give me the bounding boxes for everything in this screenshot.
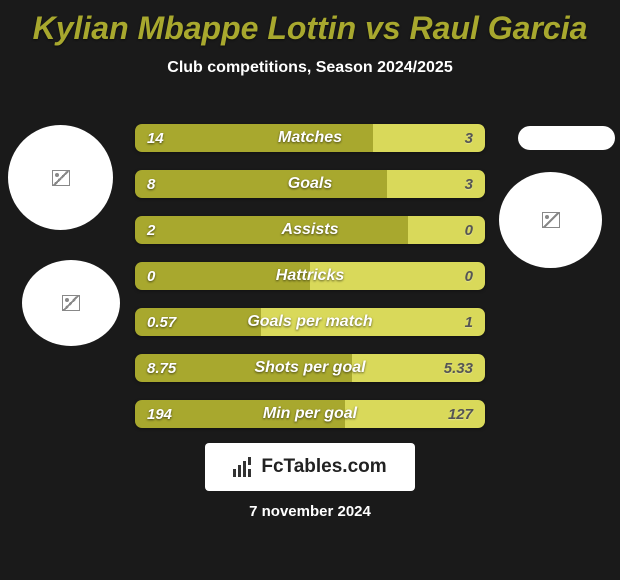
player-portrait-left-2 — [22, 260, 120, 346]
stat-row: 20 Assists — [135, 216, 485, 244]
stat-right-value: 0 — [408, 216, 485, 244]
stat-row: 00Hattricks — [135, 262, 485, 290]
stat-right-value: 5.33 — [352, 354, 485, 382]
stat-row: 143Matches — [135, 124, 485, 152]
stat-label: Goals — [288, 175, 332, 193]
player-portrait-left-1 — [8, 125, 113, 230]
stat-row: 8.755.33Shots per goal — [135, 354, 485, 382]
player-portrait-right-2 — [499, 172, 602, 268]
stat-label: Matches — [278, 129, 342, 147]
stat-right-value: 3 — [373, 124, 485, 152]
image-placeholder-icon — [52, 170, 70, 186]
stat-label: Shots per goal — [254, 359, 365, 377]
player-portrait-right-1 — [518, 126, 615, 150]
stat-row: 194127Min per goal — [135, 400, 485, 428]
image-placeholder-icon — [542, 212, 560, 228]
stat-label: Hattricks — [276, 267, 344, 285]
stats-table: 143Matches83Goals20Assists00Hattricks0.5… — [135, 124, 485, 446]
stat-right-value: 3 — [387, 170, 485, 198]
logo-text: FcTables.com — [261, 456, 386, 478]
footer-date: 7 november 2024 — [249, 503, 371, 520]
branding-logo: FcTables.com — [205, 443, 415, 491]
stat-left-value: 8 — [135, 170, 387, 198]
image-placeholder-icon — [62, 295, 80, 311]
chart-icon — [233, 457, 255, 477]
stat-label: Goals per match — [247, 313, 372, 331]
comparison-subtitle: Club competitions, Season 2024/2025 — [0, 59, 620, 77]
stat-row: 83 Goals — [135, 170, 485, 198]
stat-left-value: 0.57 — [135, 308, 261, 336]
stat-row: 0.571Goals per match — [135, 308, 485, 336]
stat-left-value: 2 — [135, 216, 408, 244]
stat-label: Min per goal — [263, 405, 357, 423]
comparison-title: Kylian Mbappe Lottin vs Raul Garcia — [0, 0, 620, 47]
stat-right-value: 127 — [345, 400, 485, 428]
stat-label: Assists — [282, 221, 339, 239]
